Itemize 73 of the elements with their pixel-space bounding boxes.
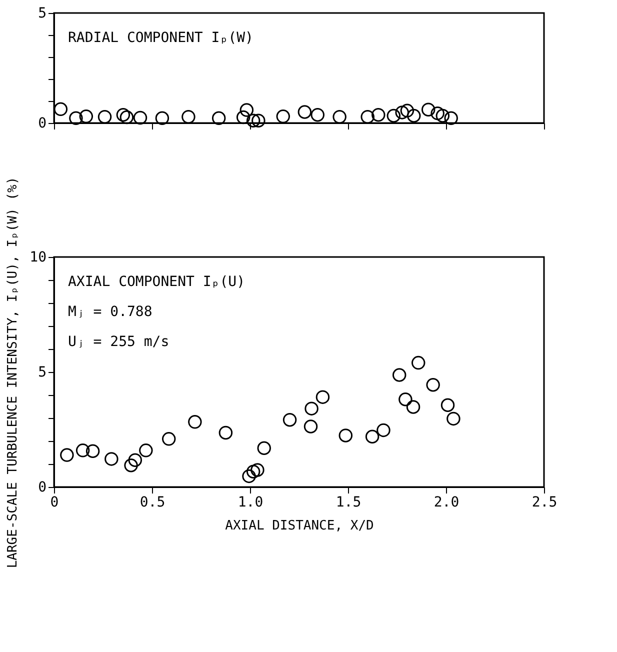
- x-tick-label: 0: [50, 494, 59, 510]
- x-tick-label: 1.5: [336, 494, 362, 510]
- text: 2.0: [434, 494, 460, 510]
- point: [430, 106, 444, 120]
- y-tick-label: 5: [38, 6, 46, 22]
- point: [250, 463, 264, 477]
- point: [212, 111, 226, 126]
- point: [98, 110, 112, 124]
- point: [440, 398, 455, 412]
- point: [128, 453, 142, 467]
- point: [411, 356, 426, 370]
- point: [298, 105, 312, 119]
- x-tick-label: 0.5: [140, 494, 166, 510]
- point: [155, 111, 170, 126]
- y-tick-label: 0: [38, 480, 46, 496]
- point: [444, 111, 458, 126]
- x-tick-label: 2.5: [532, 494, 558, 510]
- point: [257, 441, 271, 455]
- point: [104, 452, 118, 466]
- annotation: RADIAL COMPONENT Iₚ(W): [68, 30, 254, 46]
- point: [76, 444, 90, 458]
- point: [133, 110, 148, 125]
- point: [332, 110, 346, 124]
- point: [360, 110, 374, 124]
- point: [304, 420, 318, 434]
- point: [421, 102, 436, 116]
- point: [276, 110, 290, 124]
- point: [139, 444, 153, 458]
- point: [386, 108, 401, 123]
- point: [124, 458, 138, 472]
- point: [86, 444, 100, 458]
- point: [398, 392, 412, 406]
- point: [282, 412, 297, 427]
- y-tick-label: 10: [30, 250, 46, 266]
- point: [316, 390, 330, 404]
- point: [395, 106, 409, 120]
- point: [246, 464, 260, 478]
- point: [120, 110, 134, 124]
- annotation: Uⱼ = 255 m/s: [68, 334, 170, 350]
- point: [400, 104, 414, 118]
- point: [236, 110, 250, 124]
- point: [188, 415, 202, 429]
- point: [69, 111, 83, 126]
- point: [116, 108, 130, 122]
- point: [406, 108, 421, 123]
- point: [338, 428, 353, 442]
- text: 1.0: [238, 494, 264, 510]
- point: [242, 469, 256, 484]
- point: [406, 400, 420, 414]
- point: [162, 432, 176, 446]
- point: [436, 108, 450, 123]
- point: [365, 430, 380, 444]
- point: [240, 103, 254, 117]
- point: [252, 114, 266, 128]
- point: [218, 426, 233, 440]
- point: [392, 368, 406, 382]
- x-axis-title: AXIAL DISTANCE, X/D: [225, 518, 374, 534]
- point: [376, 423, 390, 438]
- point: [246, 114, 260, 128]
- y-axis-title: LARGE-SCALE TURBULENCE INTENSITY, Iₚ(U), Iₚ(W) (%): [6, 176, 21, 568]
- point: [182, 110, 196, 124]
- point: [54, 102, 68, 116]
- y-tick-label: 0: [38, 116, 46, 132]
- point: [79, 110, 94, 124]
- y-tick-label: 5: [38, 364, 46, 380]
- annotation: AXIAL COMPONENT Iₚ(U): [68, 274, 246, 290]
- point: [446, 412, 460, 426]
- point: [372, 108, 386, 122]
- point: [310, 108, 324, 122]
- point: [426, 378, 440, 392]
- point: [60, 448, 74, 462]
- point: [304, 402, 318, 416]
- annotation: Mⱼ = 0.788: [68, 304, 152, 320]
